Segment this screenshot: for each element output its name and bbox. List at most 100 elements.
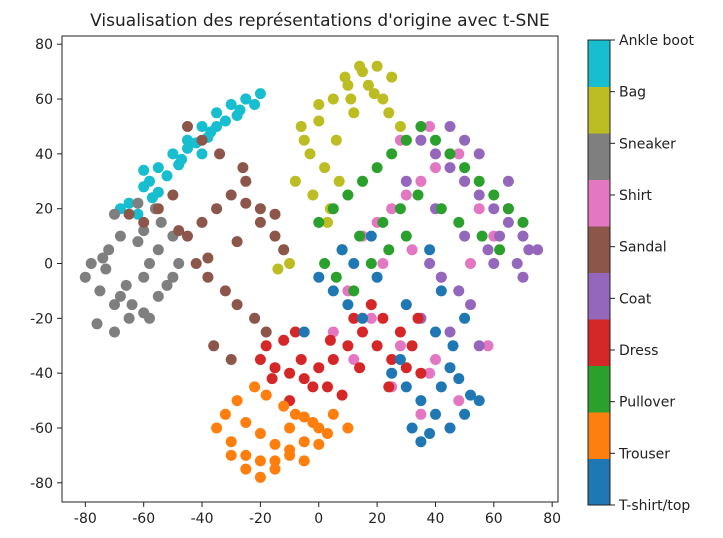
series-Sandal xyxy=(123,121,290,365)
data-point xyxy=(348,258,360,269)
data-point xyxy=(459,408,471,420)
data-point xyxy=(488,203,500,215)
data-point xyxy=(225,189,237,201)
data-point xyxy=(476,230,488,242)
colorbar-label: Dress xyxy=(619,343,658,359)
data-point xyxy=(444,422,456,434)
data-point xyxy=(231,236,243,248)
data-point xyxy=(494,230,506,242)
data-point xyxy=(240,463,252,475)
data-point xyxy=(394,121,406,132)
data-point xyxy=(386,354,398,365)
data-point xyxy=(502,175,514,187)
plot-frame xyxy=(61,35,559,503)
data-point xyxy=(368,88,380,100)
data-point xyxy=(473,340,485,352)
data-point xyxy=(453,395,465,407)
colorbar-segment xyxy=(588,179,610,227)
data-point xyxy=(254,354,266,365)
data-point xyxy=(342,299,354,311)
y-tick-label: -20 xyxy=(30,311,53,327)
data-point xyxy=(144,258,155,269)
data-point xyxy=(97,252,109,264)
data-point xyxy=(94,285,106,297)
colorbar-label: Trouser xyxy=(618,446,670,462)
data-point xyxy=(152,244,164,256)
data-point xyxy=(109,299,120,311)
data-point xyxy=(240,175,252,187)
data-point xyxy=(517,271,529,283)
data-point xyxy=(307,417,319,428)
colorbar: T-shirt/top Trouser Pullover Dress Coat Sanda… xyxy=(587,33,695,514)
y-tick-label: 80 xyxy=(35,37,53,53)
data-point xyxy=(424,121,436,132)
data-point xyxy=(412,312,424,324)
data-point xyxy=(284,258,296,269)
data-point xyxy=(109,208,120,220)
data-point xyxy=(365,299,377,311)
data-point xyxy=(327,203,339,215)
data-point xyxy=(114,230,126,242)
chart-title: Visualisation des représentations d'orig… xyxy=(90,11,550,31)
data-point xyxy=(313,216,325,228)
colorbar-label: Coat xyxy=(619,291,652,307)
data-point xyxy=(155,216,167,228)
colorbar-segment xyxy=(588,458,610,506)
series-T-shirt/top xyxy=(298,230,485,448)
data-point xyxy=(430,326,441,338)
series-Pullover xyxy=(313,121,529,297)
data-point xyxy=(400,362,412,374)
colorbar-label: Sneaker xyxy=(619,136,676,152)
data-point xyxy=(182,121,193,132)
data-point xyxy=(473,148,485,160)
data-point xyxy=(354,362,366,374)
x-tick-label: 0 xyxy=(314,511,323,527)
data-point xyxy=(249,312,261,324)
colorbar-label: T-shirt/top xyxy=(618,498,690,514)
data-point xyxy=(254,88,266,100)
data-point xyxy=(196,216,208,228)
data-point xyxy=(339,71,351,83)
x-tick-label: -80 xyxy=(74,511,97,527)
colorbar-label: Shirt xyxy=(619,188,652,204)
data-point xyxy=(298,373,310,385)
data-point xyxy=(377,216,389,228)
data-point xyxy=(406,340,418,352)
data-point xyxy=(394,354,406,365)
data-point xyxy=(269,230,281,242)
data-point xyxy=(182,142,193,154)
data-point xyxy=(196,148,208,160)
data-point xyxy=(488,258,500,269)
data-point xyxy=(260,340,272,352)
data-point xyxy=(138,164,150,176)
data-point xyxy=(473,203,485,215)
data-point xyxy=(138,216,150,228)
data-point xyxy=(202,271,214,283)
x-tick-label: -40 xyxy=(191,511,214,527)
data-point xyxy=(173,258,185,269)
y-tick-label: 20 xyxy=(35,202,53,218)
data-point xyxy=(266,373,278,385)
data-point xyxy=(435,271,447,283)
series-Trouser xyxy=(211,381,354,483)
data-point xyxy=(342,189,354,201)
data-point xyxy=(327,285,339,297)
y-tick-label: 40 xyxy=(35,147,53,163)
data-point xyxy=(400,134,412,146)
data-point xyxy=(327,408,339,420)
data-point xyxy=(240,93,252,105)
data-point xyxy=(459,175,471,187)
data-point xyxy=(354,230,366,242)
data-point xyxy=(357,312,368,324)
data-point xyxy=(415,395,427,407)
data-point xyxy=(260,389,272,401)
data-point xyxy=(254,428,266,439)
colorbar-frame xyxy=(587,39,611,506)
data-point xyxy=(327,326,339,338)
data-point xyxy=(231,110,243,121)
data-point xyxy=(394,203,406,215)
data-point xyxy=(152,186,164,198)
data-point xyxy=(371,162,383,174)
data-point xyxy=(196,134,208,146)
data-point xyxy=(269,463,281,475)
